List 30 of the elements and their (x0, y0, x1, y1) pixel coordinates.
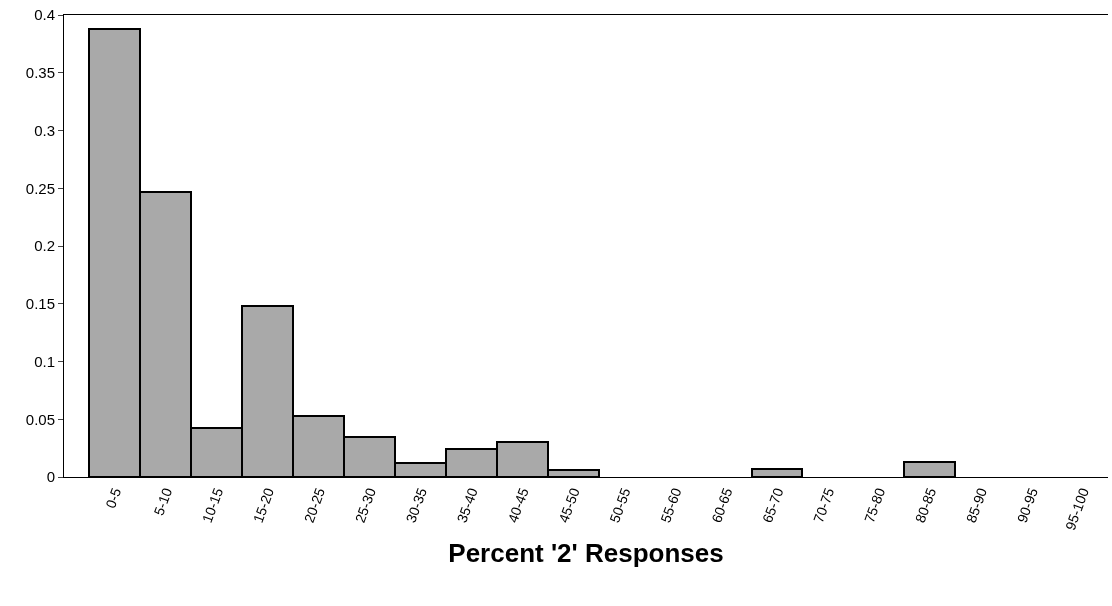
x-tick-label: 45-50 (555, 485, 583, 525)
x-tick-label: 15-20 (249, 485, 278, 525)
x-tick-label: 75-80 (860, 485, 889, 525)
x-tick-label: 60-65 (708, 485, 736, 525)
x-tick-label: 80-85 (911, 485, 940, 525)
y-tick-label: 0.1 (34, 352, 55, 370)
x-tick-label: 50-55 (606, 485, 634, 525)
x-tick-label: 25-30 (351, 485, 380, 525)
x-tick-label: 90-95 (1013, 485, 1042, 525)
x-axis-title: Percent '2' Responses (448, 537, 724, 568)
x-tick-label: 40-45 (504, 485, 532, 525)
y-tick-label: 0 (46, 468, 55, 486)
y-tick-label: 0.35 (25, 64, 55, 81)
x-tick-label: 95-100 (1061, 485, 1093, 533)
x-tick-label: 0-5 (102, 485, 125, 511)
x-tick-label: 85-90 (962, 485, 991, 525)
y-tick-label: 0.4 (34, 6, 55, 24)
x-tick-label: 20-25 (300, 485, 329, 525)
x-tick-label: 5-10 (150, 485, 176, 518)
y-tick-label: 0.05 (25, 410, 55, 428)
y-tick-label: 0.15 (25, 295, 55, 312)
y-tick-label: 0.2 (34, 237, 55, 255)
x-tick-label: 70-75 (810, 485, 838, 525)
x-tick-label: 65-70 (759, 485, 787, 525)
x-tick-label: 10-15 (198, 485, 227, 525)
x-tick-label: 30-35 (402, 485, 430, 525)
x-tick-label: 35-40 (453, 485, 481, 525)
x-tick-label: 55-60 (657, 485, 685, 525)
y-tick-label: 0.3 (34, 121, 55, 139)
y-tick-label: 0.25 (25, 179, 55, 197)
